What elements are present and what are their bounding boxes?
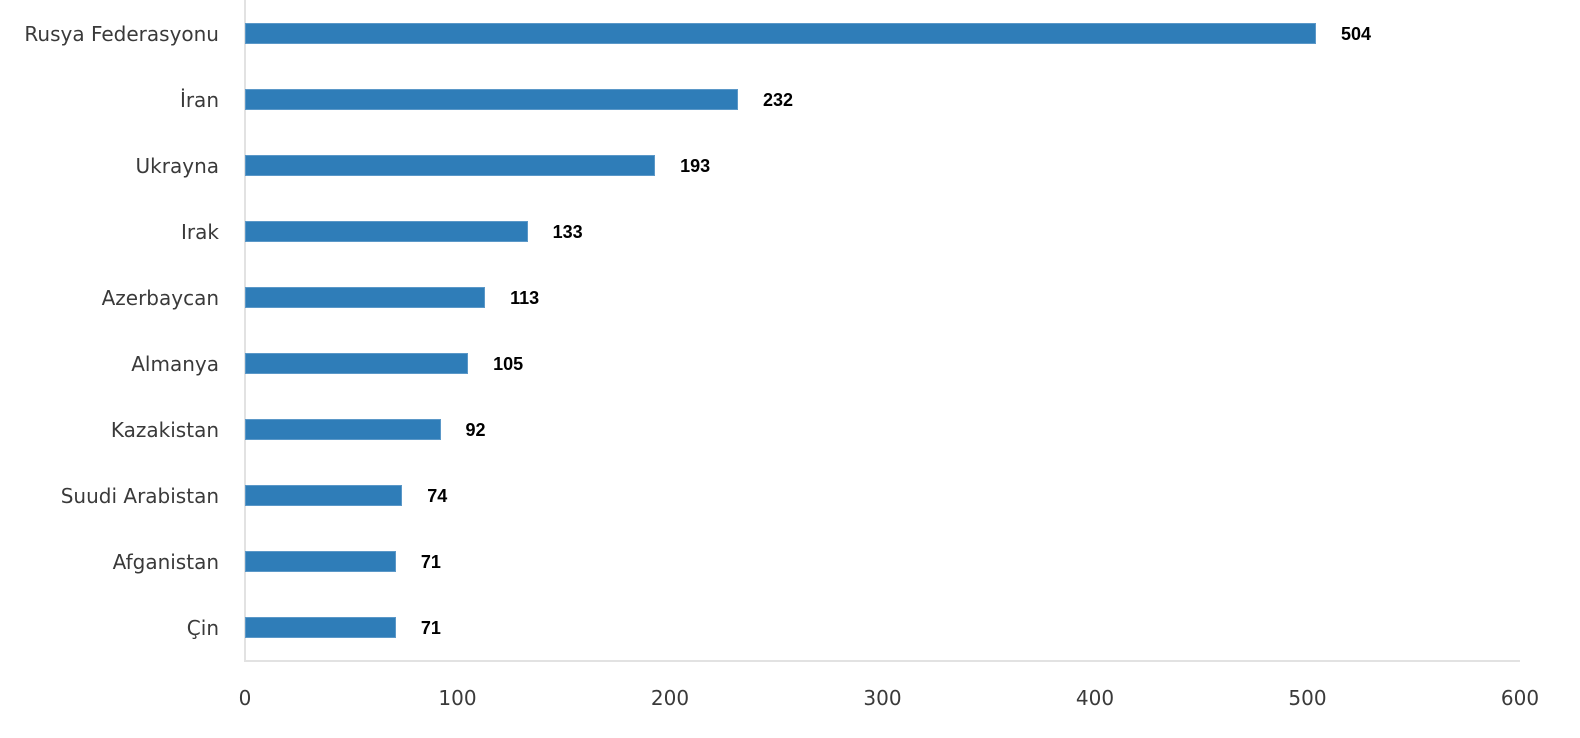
bar-row: Irak 133 [0, 220, 1580, 244]
bar-row: İran 232 [0, 88, 1580, 112]
category-label: Ukrayna [135, 154, 219, 178]
bar [245, 89, 738, 110]
bar-row: Afganistan 71 [0, 550, 1580, 574]
bar-row: Rusya Federasyonu 504 [0, 22, 1580, 46]
category-label: Almanya [131, 352, 219, 376]
value-label: 193 [680, 156, 711, 176]
value-label: 105 [493, 354, 524, 374]
value-label: 74 [427, 486, 448, 506]
bar-row: Ukrayna 193 [0, 154, 1580, 178]
category-label: Kazakistan [110, 418, 219, 442]
bar-row: Kazakistan 92 [0, 418, 1580, 442]
bar [245, 287, 486, 308]
bar [245, 485, 403, 506]
bar-row: Almanya 105 [0, 352, 1580, 376]
value-label: 504 [1341, 24, 1372, 44]
value-label: 113 [510, 288, 540, 308]
x-tick-label: 500 [1288, 686, 1327, 710]
category-label: İran [179, 88, 219, 112]
x-tick-label: 0 [238, 686, 252, 710]
bar [245, 155, 656, 176]
bar-row: Suudi Arabistan 74 [0, 484, 1580, 508]
bar [245, 419, 441, 440]
x-tick-label: 400 [1075, 686, 1115, 710]
value-label: 92 [465, 420, 486, 440]
x-tick-label: 600 [1500, 686, 1540, 710]
bar [245, 617, 396, 638]
bar [245, 221, 528, 242]
value-label: 133 [552, 222, 583, 242]
value-label: 71 [420, 552, 441, 572]
category-label: Afganistan [112, 550, 219, 574]
x-tick-label: 300 [863, 686, 902, 710]
y-axis-line [244, 0, 246, 662]
x-tick-label: 100 [438, 686, 477, 710]
category-label: Azerbaycan [101, 286, 219, 310]
x-axis-line [244, 660, 1520, 662]
value-label: 232 [763, 90, 794, 110]
category-label: Irak [181, 220, 219, 244]
bar-row: Azerbaycan 113 [0, 286, 1580, 310]
value-label: 71 [420, 618, 441, 638]
category-label: Rusya Federasyonu [24, 22, 219, 46]
bar [245, 551, 396, 572]
bar [245, 353, 469, 374]
bar [245, 23, 1316, 44]
category-label: Suudi Arabistan [60, 484, 219, 508]
bar-row: Çin 71 [0, 616, 1580, 640]
x-tick-label: 200 [650, 686, 690, 710]
category-label: Çin [186, 616, 219, 640]
